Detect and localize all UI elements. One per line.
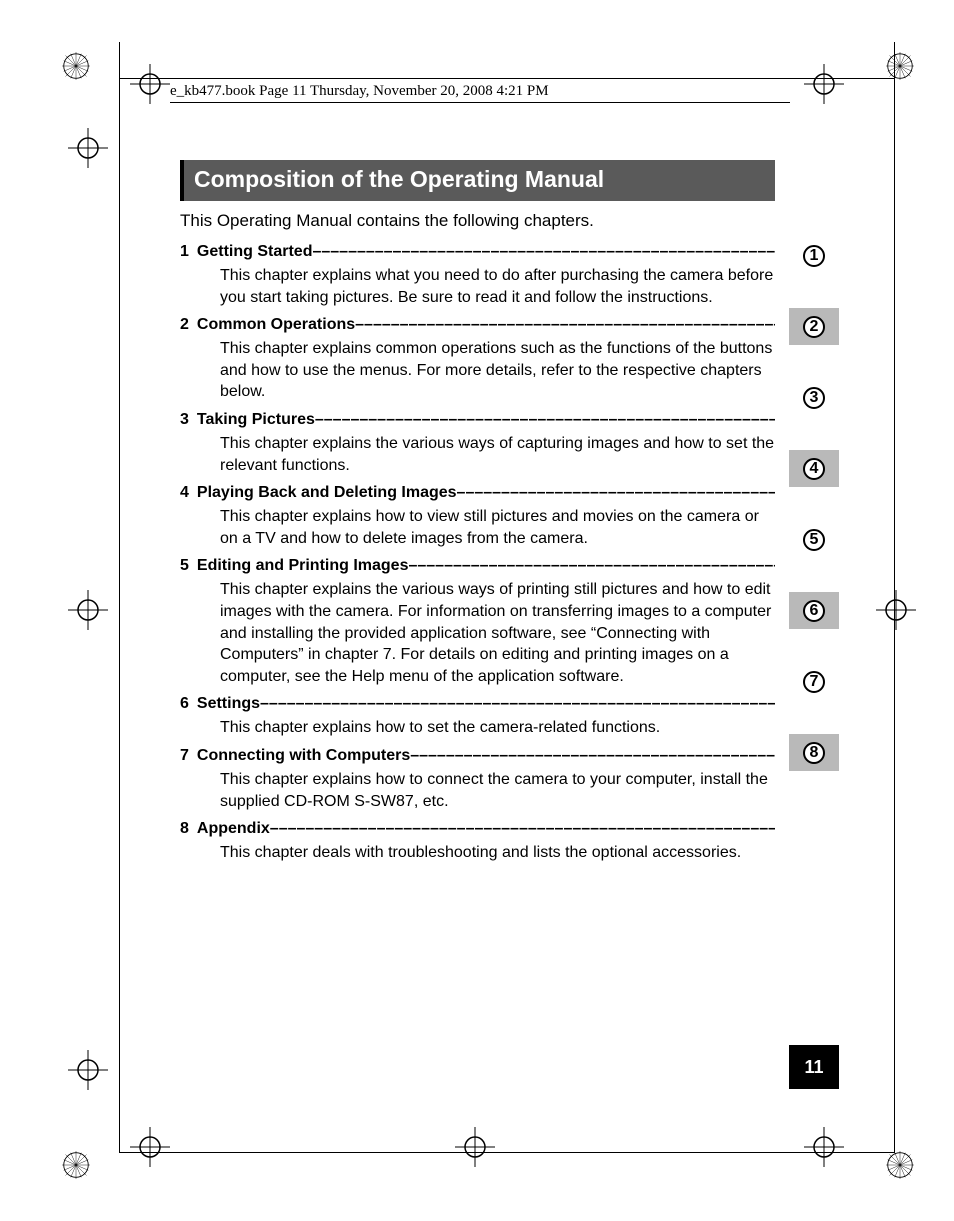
chapter-title: Settings xyxy=(197,695,260,713)
intro-text: This Operating Manual contains the follo… xyxy=(180,211,775,231)
tab-number: 8 xyxy=(803,742,825,764)
chapter-description: This chapter explains the various ways o… xyxy=(220,579,775,687)
leader-dashes: ––––––––––––––––––––––––––––––––––––––––… xyxy=(312,243,775,261)
tab-number: 6 xyxy=(803,600,825,622)
crop-line-bottom xyxy=(119,1152,895,1153)
chapter-description: This chapter explains how to set the cam… xyxy=(220,717,775,739)
chapter-title: Connecting with Computers xyxy=(197,747,410,765)
chapter-title: Getting Started xyxy=(197,243,313,261)
chapter-title: Playing Back and Deleting Images xyxy=(197,484,457,502)
chapter-heading: 8 Appendix ––––––––––––––––––––––––––––––… xyxy=(180,820,775,838)
registration-mark-icon xyxy=(62,52,90,80)
crosshair-icon xyxy=(455,1127,495,1167)
leader-dashes: ––––––––––––––––––––––––––––––––––––––––… xyxy=(315,411,775,429)
leader-dashes: ––––––––––––––––––––––––––––––––––––––––… xyxy=(457,484,775,502)
chapter-heading: 4 Playing Back and Deleting Images ––––––… xyxy=(180,484,775,502)
chapter-tab: 4 xyxy=(789,450,839,487)
chapter-number: 1 xyxy=(180,243,189,261)
chapter-heading: 5 Editing and Printing Images –––––––––––… xyxy=(180,557,775,575)
chapter-tab: 2 xyxy=(789,308,839,345)
tab-number: 7 xyxy=(803,671,825,693)
leader-dashes: ––––––––––––––––––––––––––––––––––––––––… xyxy=(260,695,775,713)
chapter-heading: 6 Settings ––––––––––––––––––––––––––––––… xyxy=(180,695,775,713)
chapter-number: 7 xyxy=(180,747,189,765)
chapter-tab: 5 xyxy=(789,521,839,558)
chapter-number: 6 xyxy=(180,695,189,713)
chapter-description: This chapter deals with troubleshooting … xyxy=(220,842,775,864)
page-content: Composition of the Operating Manual This… xyxy=(180,160,775,872)
chapter-tab: 3 xyxy=(789,379,839,416)
chapter-tab: 1 xyxy=(789,237,839,274)
crosshair-icon xyxy=(68,128,108,168)
registration-mark-icon xyxy=(62,1151,90,1179)
running-header: e_kb477.book Page 11 Thursday, November … xyxy=(170,83,790,103)
crosshair-icon xyxy=(876,590,916,630)
tab-number: 5 xyxy=(803,529,825,551)
chapter-heading: 7 Connecting with Computers –––––––––––––… xyxy=(180,747,775,765)
registration-mark-icon xyxy=(886,52,914,80)
chapter-title: Editing and Printing Images xyxy=(197,557,409,575)
crosshair-icon xyxy=(68,590,108,630)
chapter-tabs: 1 2 3 4 5 6 7 8 xyxy=(789,237,839,805)
chapter-tab: 7 xyxy=(789,663,839,700)
crosshair-icon xyxy=(68,1050,108,1090)
leader-dashes: ––––––––––––––––––––––––––––––––––––––––… xyxy=(355,316,775,334)
crosshair-icon xyxy=(130,1127,170,1167)
leader-dashes: ––––––––––––––––––––––––––––––––––––––––… xyxy=(270,820,775,838)
chapter-tab: 8 xyxy=(789,734,839,771)
section-title: Composition of the Operating Manual xyxy=(180,160,775,201)
chapter-number: 3 xyxy=(180,411,189,429)
chapter-description: This chapter explains the various ways o… xyxy=(220,433,775,476)
crosshair-icon xyxy=(804,1127,844,1167)
leader-dashes: ––––––––––––––––––––––––––––––––––––––––… xyxy=(408,557,775,575)
chapter-description: This chapter explains what you need to d… xyxy=(220,265,775,308)
crosshair-icon xyxy=(130,64,170,104)
page-number: 11 xyxy=(789,1045,839,1089)
chapter-number: 5 xyxy=(180,557,189,575)
chapter-heading: 3 Taking Pictures –––––––––––––––––––––––… xyxy=(180,411,775,429)
chapter-description: This chapter explains common operations … xyxy=(220,338,775,403)
chapter-number: 8 xyxy=(180,820,189,838)
chapter-title: Taking Pictures xyxy=(197,411,315,429)
chapter-title: Appendix xyxy=(197,820,270,838)
chapter-number: 2 xyxy=(180,316,189,334)
chapter-description: This chapter explains how to view still … xyxy=(220,506,775,549)
tab-number: 3 xyxy=(803,387,825,409)
chapter-description: This chapter explains how to connect the… xyxy=(220,769,775,812)
tab-number: 4 xyxy=(803,458,825,480)
tab-number: 1 xyxy=(803,245,825,267)
crop-line-left xyxy=(119,42,120,1152)
chapter-heading: 2 Common Operations –––––––––––––––––––––… xyxy=(180,316,775,334)
chapter-title: Common Operations xyxy=(197,316,355,334)
chapter-tab: 6 xyxy=(789,592,839,629)
leader-dashes: ––––––––––––––––––––––––––––––––––––––––… xyxy=(410,747,775,765)
registration-mark-icon xyxy=(886,1151,914,1179)
tab-number: 2 xyxy=(803,316,825,338)
crosshair-icon xyxy=(804,64,844,104)
chapter-number: 4 xyxy=(180,484,189,502)
chapter-heading: 1 Getting Started –––––––––––––––––––––––… xyxy=(180,243,775,261)
crop-line-top xyxy=(119,78,895,79)
